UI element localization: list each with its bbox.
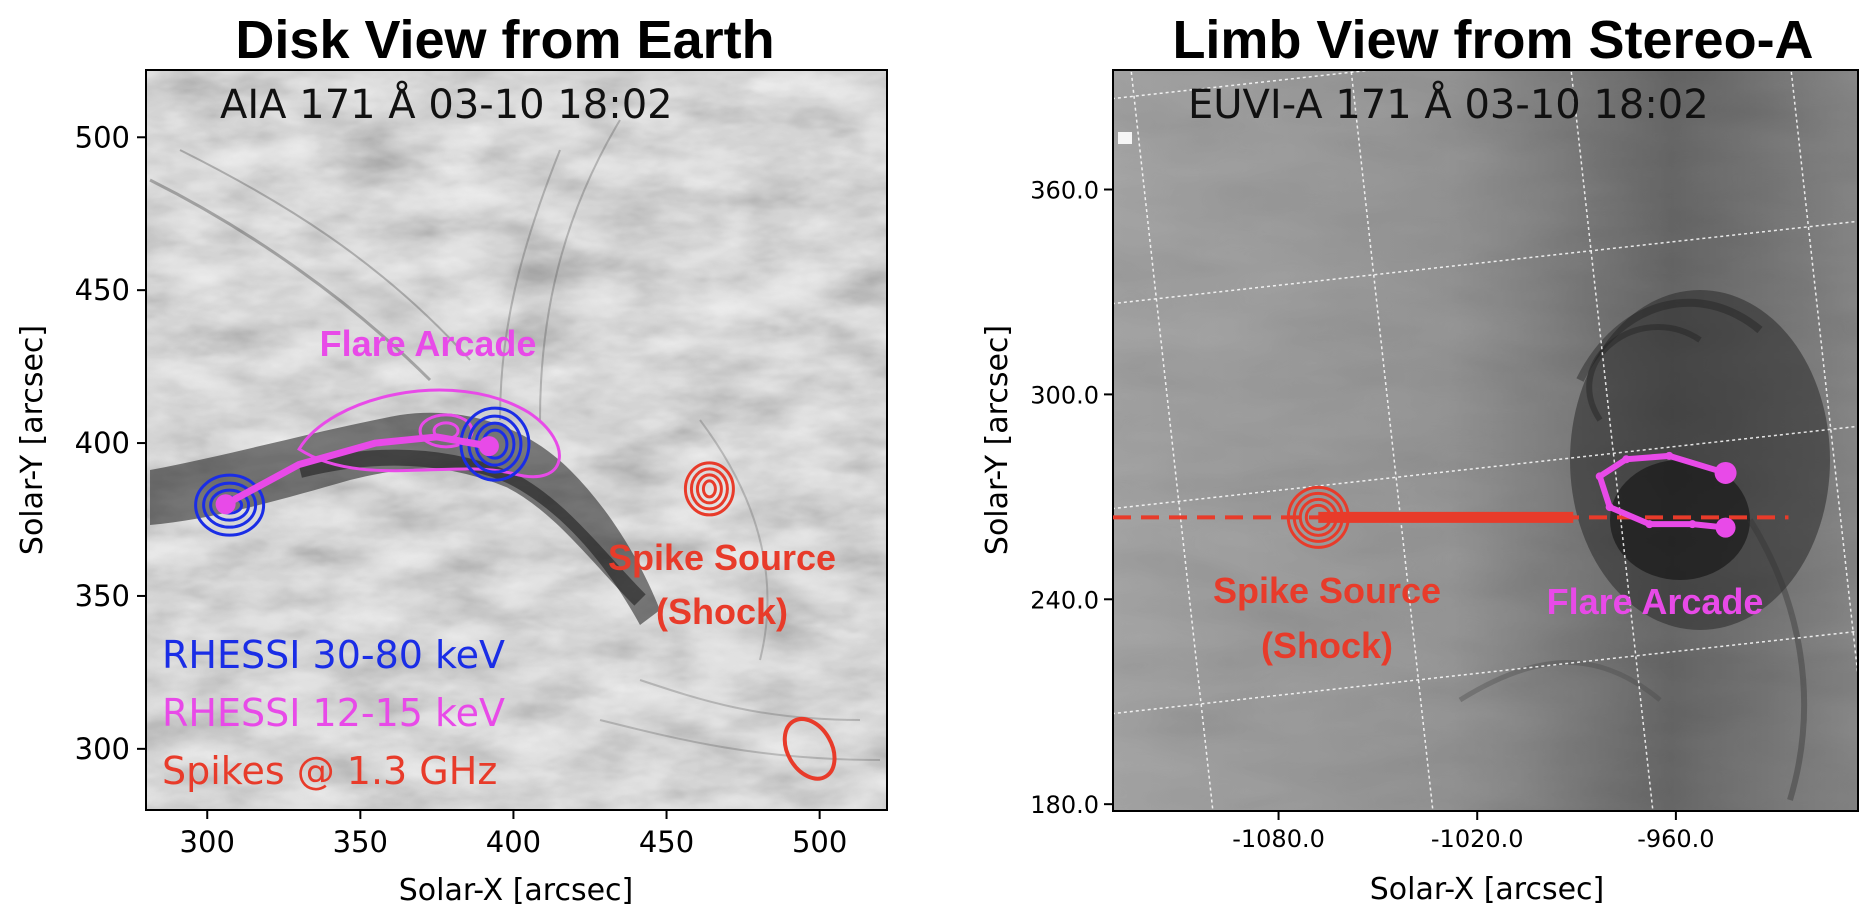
euvi-171-image — [1113, 70, 1858, 811]
aia-171-image — [146, 70, 887, 810]
flare-arcade-label-right: Flare Arcade — [1547, 581, 1764, 622]
left-axis-ticks: 300 350 400 450 500 300 350 400 450 500 — [75, 120, 848, 859]
right-x-axis-label: Solar-X [arcsec] — [1370, 872, 1605, 907]
left-x-tick-label: 350 — [333, 825, 388, 859]
shock-label-left: (Shock) — [656, 591, 788, 632]
right-y-axis-label: Solar-Y [arcsec] — [980, 325, 1015, 555]
right-x-tick-label: -1020.0 — [1431, 825, 1524, 853]
spike-source-contour — [689, 467, 729, 511]
beam-ellipse — [782, 717, 837, 781]
hxr-footpoint-contour — [194, 473, 266, 537]
right-subtitle: EUVI-A 171 Å 03-10 18:02 — [1188, 80, 1709, 128]
left-y-tick-label: 400 — [75, 426, 130, 460]
spike-source-label-right: Spike Source — [1213, 570, 1441, 611]
left-y-tick-label: 350 — [75, 579, 130, 613]
right-data-marks — [1113, 451, 1789, 549]
left-x-tick-label: 450 — [639, 825, 694, 859]
disk-view-title: Disk View from Earth — [235, 10, 774, 70]
arcade-footpoint-marker — [478, 436, 499, 457]
left-data-marks — [194, 388, 837, 781]
right-x-tick-label: -960.0 — [1637, 825, 1714, 853]
arcade-point — [1665, 451, 1674, 460]
arcade-point — [1645, 520, 1654, 529]
right-y-tick-label: 360.0 — [1030, 177, 1099, 205]
left-y-tick-label: 300 — [75, 732, 130, 766]
left-y-axis-label: Solar-Y [arcsec] — [15, 325, 50, 555]
arcade-point — [1688, 520, 1697, 529]
left-plot-frame — [145, 69, 888, 811]
right-y-tick-label: 180.0 — [1030, 791, 1099, 819]
arcade-point — [1595, 472, 1604, 481]
legend-hxr: RHESSI 30-80 keV — [162, 633, 505, 677]
arcade-footpoint-marker — [1714, 461, 1737, 484]
left-x-tick-label: 300 — [180, 825, 235, 859]
limb-view-title: Limb View from Stereo-A — [1172, 10, 1813, 70]
spike-source-label-left: Spike Source — [608, 537, 836, 578]
right-plot-frame — [1112, 69, 1859, 812]
spike-source-contour — [1304, 503, 1332, 531]
disk-view-panel: Disk View from Earth AIA 171 Å 03-10 18:… — [15, 10, 888, 908]
right-axis-ticks: -1080.0 -1020.0 -960.0 180.0 240.0 300.0 360.0 — [1030, 177, 1714, 853]
spike-source-contour — [1298, 497, 1338, 537]
hxr-footpoint-contour — [209, 488, 251, 522]
arcade-point — [1622, 455, 1631, 464]
left-x-tick-label: 400 — [486, 825, 541, 859]
sxr-contour-outer — [297, 388, 561, 479]
left-x-axis-label: Solar-X [arcsec] — [399, 873, 634, 908]
arcade-footpoint-marker — [1715, 517, 1736, 538]
spike-source-contour — [1292, 491, 1344, 543]
left-y-tick-label: 500 — [75, 120, 130, 154]
shock-label-right: (Shock) — [1261, 625, 1393, 666]
spike-source-contour — [695, 473, 723, 505]
hxr-footpoint-contour — [202, 481, 258, 529]
legend-spikes: Spikes @ 1.3 GHz — [162, 749, 497, 793]
right-y-tick-label: 300.0 — [1030, 381, 1099, 409]
flare-arcade-loop-right — [1596, 452, 1729, 531]
spike-source-contour — [701, 479, 717, 499]
left-x-tick-label: 500 — [792, 825, 847, 859]
left-y-tick-label: 450 — [75, 273, 130, 307]
flare-arcade-label-left: Flare Arcade — [320, 323, 537, 364]
arcade-footpoint-marker — [215, 494, 236, 515]
right-x-tick-label: -1080.0 — [1232, 825, 1325, 853]
limb-view-panel: Limb View from Stereo-A EUVI-A 171 Å 03-… — [980, 10, 1859, 907]
legend-sxr: RHESSI 12-15 keV — [162, 691, 505, 735]
spike-source-contour — [1286, 485, 1350, 549]
arcade-point — [1605, 503, 1614, 512]
flare-arcade-loop — [222, 433, 493, 508]
left-subtitle: AIA 171 Å 03-10 18:02 — [220, 80, 673, 128]
spike-source-contour — [683, 461, 735, 517]
right-y-tick-label: 240.0 — [1030, 586, 1099, 614]
